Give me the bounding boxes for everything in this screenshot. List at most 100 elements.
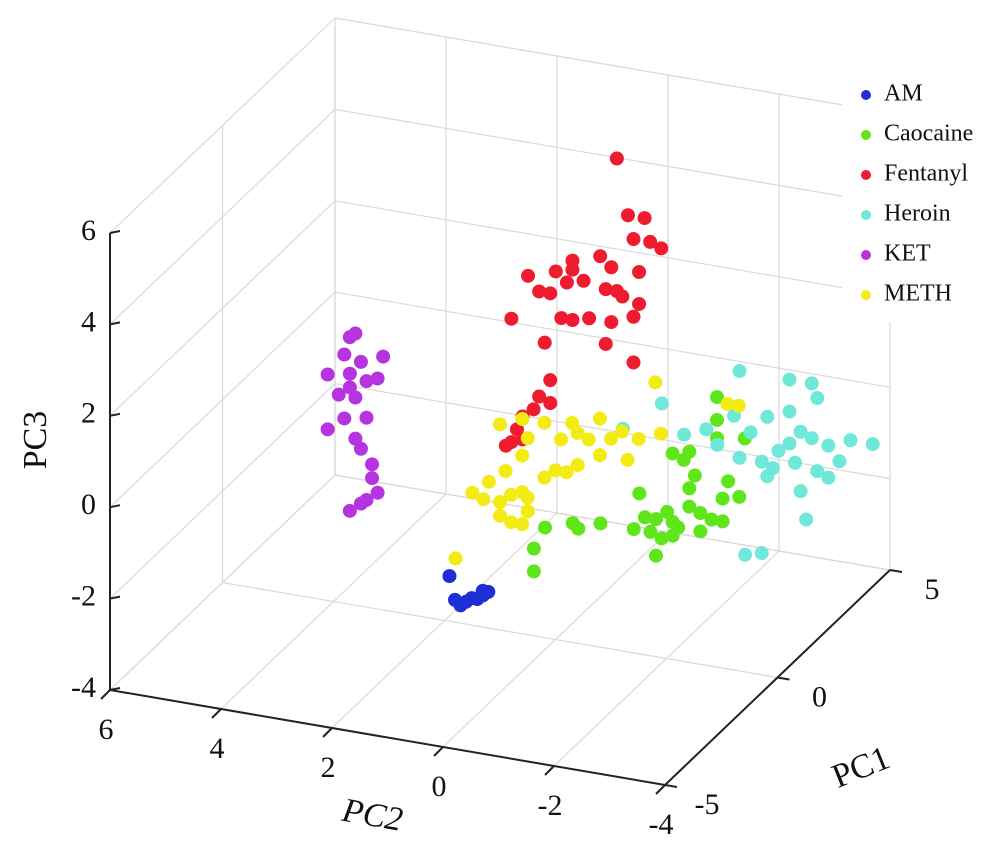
data-point bbox=[504, 435, 519, 450]
tick-mark bbox=[100, 689, 111, 700]
tick-mark bbox=[109, 687, 121, 691]
data-point bbox=[615, 424, 630, 439]
data-point bbox=[731, 398, 746, 413]
data-point bbox=[353, 354, 368, 369]
data-point bbox=[677, 427, 692, 442]
data-point bbox=[570, 458, 585, 473]
data-point bbox=[576, 273, 591, 288]
data-point bbox=[687, 468, 702, 483]
legend-label: Heroin bbox=[884, 201, 951, 227]
data-point bbox=[760, 469, 775, 484]
data-point bbox=[653, 426, 668, 441]
data-point bbox=[643, 234, 658, 249]
data-point bbox=[532, 389, 547, 404]
data-point bbox=[732, 364, 747, 379]
data-point bbox=[342, 503, 357, 518]
tick-mark bbox=[544, 765, 555, 776]
tick-mark bbox=[655, 784, 666, 795]
y-tick-label: 0 bbox=[432, 770, 447, 803]
data-point bbox=[649, 512, 663, 527]
data-point bbox=[604, 315, 619, 330]
data-point bbox=[660, 504, 675, 519]
tick-mark bbox=[664, 784, 678, 788]
grid-line bbox=[109, 291, 336, 508]
data-point bbox=[832, 454, 847, 469]
data-point bbox=[353, 441, 368, 456]
data-point bbox=[359, 374, 374, 389]
data-point bbox=[676, 452, 691, 467]
data-point bbox=[671, 520, 686, 535]
data-point bbox=[559, 275, 574, 290]
grid-line bbox=[109, 108, 336, 325]
data-point bbox=[609, 151, 624, 166]
grid-line bbox=[331, 512, 558, 729]
data-point bbox=[626, 232, 641, 247]
data-point bbox=[626, 355, 641, 370]
data-point bbox=[782, 372, 797, 387]
data-point bbox=[743, 425, 758, 440]
grid-line bbox=[334, 200, 891, 297]
grid-line bbox=[222, 581, 778, 679]
legend-label: Caocaine bbox=[884, 121, 973, 147]
data-point bbox=[476, 492, 491, 507]
legend-box bbox=[842, 72, 992, 322]
data-point bbox=[715, 491, 730, 506]
data-point bbox=[342, 366, 357, 381]
data-point bbox=[582, 311, 597, 326]
data-point bbox=[526, 541, 541, 556]
data-point bbox=[760, 409, 775, 424]
data-point bbox=[559, 465, 574, 480]
data-point bbox=[526, 564, 541, 579]
data-point bbox=[521, 268, 536, 283]
data-point bbox=[699, 422, 714, 437]
tick-mark bbox=[777, 676, 790, 681]
data-point bbox=[732, 450, 747, 465]
legend-marker bbox=[861, 250, 871, 260]
data-point bbox=[810, 464, 825, 479]
grid-line bbox=[220, 493, 447, 710]
data-point bbox=[493, 495, 507, 510]
data-point bbox=[538, 520, 552, 535]
data-point bbox=[704, 512, 719, 527]
z-tick-label: -4 bbox=[71, 671, 96, 704]
data-point bbox=[710, 390, 725, 405]
y-tick-label: -2 bbox=[538, 789, 563, 822]
data-point bbox=[637, 211, 652, 226]
grid-line bbox=[109, 474, 336, 691]
legend-label: AM bbox=[884, 81, 923, 107]
data-point bbox=[710, 437, 725, 452]
data-point bbox=[359, 410, 374, 425]
grid-line bbox=[334, 474, 891, 571]
data-point bbox=[370, 371, 385, 386]
z-tick-label: 2 bbox=[81, 397, 96, 430]
data-point bbox=[632, 296, 647, 311]
data-point bbox=[648, 375, 663, 390]
data-point bbox=[554, 311, 569, 326]
grid-line bbox=[334, 17, 891, 114]
data-point bbox=[693, 524, 708, 539]
data-point bbox=[810, 391, 825, 406]
data-point bbox=[493, 417, 507, 432]
data-point bbox=[320, 367, 335, 382]
data-point bbox=[543, 373, 558, 388]
data-point bbox=[799, 512, 814, 527]
data-point bbox=[592, 411, 607, 426]
tick-mark bbox=[109, 230, 121, 234]
legend-label: Fentanyl bbox=[884, 161, 968, 187]
grid-line bbox=[442, 531, 669, 748]
data-point bbox=[649, 548, 663, 563]
data-point bbox=[804, 431, 819, 446]
tick-mark bbox=[109, 595, 121, 600]
data-point bbox=[475, 583, 490, 598]
x-tick-label: 0 bbox=[812, 680, 827, 713]
data-point bbox=[537, 470, 552, 485]
z-axis-title: PC3 bbox=[17, 411, 54, 470]
data-point bbox=[604, 431, 618, 446]
data-point bbox=[520, 431, 535, 446]
data-point bbox=[481, 474, 496, 489]
data-point bbox=[793, 484, 808, 499]
data-point bbox=[631, 431, 646, 446]
data-point bbox=[442, 569, 457, 584]
data-point bbox=[609, 284, 624, 299]
